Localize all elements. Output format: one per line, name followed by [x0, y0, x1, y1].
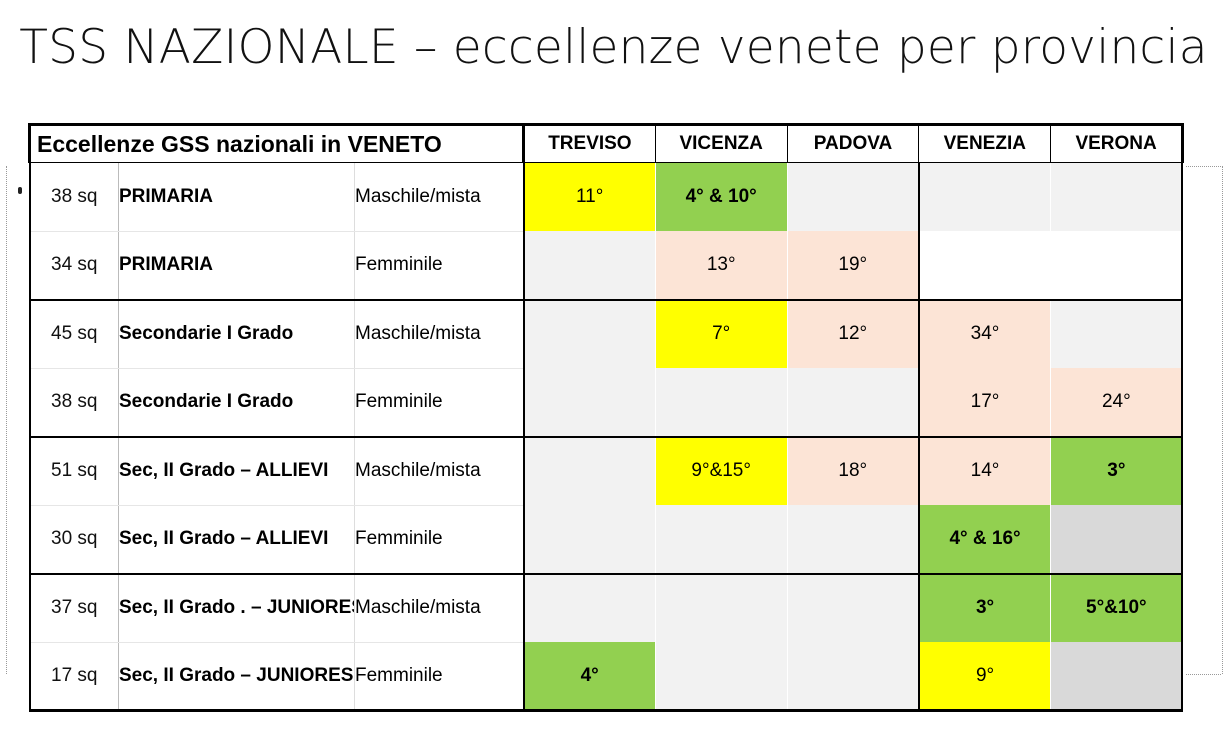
ranking-cell-verona [1050, 505, 1184, 575]
category-cell: Femminile [354, 642, 525, 712]
ranking-cell-treviso [522, 299, 656, 368]
results-table: Eccellenze GSS nazionali in VENETO TREVI… [28, 123, 1184, 712]
school-level-cell: Secondarie I Grado [118, 368, 355, 438]
table-row: 37 sq Sec, II Grado . – JUNIORES Maschile/… [28, 573, 1184, 643]
ranking-cell-treviso: 11° [522, 162, 656, 231]
ranking-cell-padova [786, 505, 920, 575]
teams-count-cell: 37 sq [28, 573, 119, 643]
frame-divider [1186, 166, 1221, 167]
teams-count-cell: 30 sq [28, 505, 119, 575]
ranking-cell-treviso [522, 573, 656, 642]
category-cell: Maschile/mista [354, 573, 525, 643]
table-header-row: Eccellenze GSS nazionali in VENETO TREVI… [28, 123, 1184, 163]
category-cell: Maschile/mista [354, 436, 525, 506]
ranking-cell-venezia: 4° & 16° [917, 505, 1052, 575]
category-cell: Maschile/mista [354, 299, 525, 369]
table-row: 30 sq Sec, II Grado – ALLIEVI Femminile 4° … [28, 505, 1184, 575]
school-level-cell: PRIMARIA [118, 231, 355, 301]
school-level-cell: PRIMARIA [118, 162, 355, 232]
teams-count-cell: 17 sq [28, 642, 119, 712]
ranking-cell-vicenza [654, 642, 788, 712]
frame-divider [1186, 674, 1221, 675]
ranking-cell-padova: 19° [786, 231, 920, 301]
teams-count-cell: 38 sq [28, 162, 119, 232]
ranking-cell-verona: 5°&10° [1050, 573, 1184, 642]
column-header-padova: PADOVA [786, 123, 919, 163]
column-header-venezia: VENEZIA [918, 123, 1051, 163]
table-row: 38 sq PRIMARIA Maschile/mista 11° 4° & 10° [28, 162, 1184, 232]
ranking-cell-treviso [522, 436, 656, 505]
table-row: 45 sq Secondarie I Grado Maschile/mista 7° 1… [28, 299, 1184, 369]
ranking-cell-venezia: 34° [917, 299, 1052, 368]
ranking-cell-verona [1050, 162, 1184, 231]
ranking-cell-venezia: 3° [917, 573, 1052, 642]
category-cell: Femminile [354, 505, 525, 575]
school-level-cell: Sec, II Grado – ALLIEVI [118, 505, 355, 575]
ranking-cell-verona [1050, 299, 1184, 368]
ranking-cell-vicenza: 13° [654, 231, 788, 301]
category-cell: Maschile/mista [354, 162, 525, 232]
ranking-cell-padova [786, 642, 920, 712]
table-heading: Eccellenze GSS nazionali in VENETO [28, 123, 525, 163]
ranking-cell-verona: 3° [1050, 436, 1184, 505]
ranking-cell-treviso [522, 505, 656, 575]
ranking-cell-vicenza [654, 573, 788, 642]
column-header-treviso: TREVISO [523, 123, 656, 163]
ranking-cell-venezia [917, 231, 1052, 301]
ranking-cell-treviso: 4° [522, 642, 656, 712]
ranking-cell-venezia: 14° [917, 436, 1052, 505]
ranking-cell-padova [786, 573, 920, 642]
category-cell: Femminile [354, 368, 525, 438]
ranking-cell-vicenza [654, 505, 788, 575]
teams-count-cell: 38 sq [28, 368, 119, 438]
ranking-cell-padova: 12° [786, 299, 920, 368]
ranking-cell-padova [786, 368, 920, 438]
school-level-cell: Sec, II Grado – ALLIEVI [118, 436, 355, 506]
column-header-vicenza: VICENZA [654, 123, 788, 163]
ranking-cell-vicenza: 9°&15° [654, 436, 788, 505]
bullet-mark [18, 187, 22, 194]
ranking-cell-venezia: 17° [917, 368, 1052, 438]
ranking-cell-padova [786, 162, 920, 231]
ranking-cell-verona: 24° [1050, 368, 1184, 438]
ranking-cell-vicenza: 4° & 10° [654, 162, 788, 231]
school-level-cell: Sec, II Grado – JUNIORES [118, 642, 355, 712]
ranking-cell-padova: 18° [786, 436, 920, 505]
column-header-verona: VERONA [1050, 123, 1184, 163]
table-row: 51 sq Sec, II Grado – ALLIEVI Maschile/mis… [28, 436, 1184, 506]
ranking-cell-verona [1050, 231, 1184, 301]
ranking-cell-venezia: 9° [917, 642, 1052, 712]
school-level-cell: Secondarie I Grado [118, 299, 355, 369]
ranking-cell-treviso [522, 231, 656, 301]
teams-count-cell: 45 sq [28, 299, 119, 369]
ranking-cell-venezia [917, 162, 1052, 231]
school-level-cell: Sec, II Grado . – JUNIORES [118, 573, 355, 643]
table-row: 38 sq Secondarie I Grado Femminile 17° 24° [28, 368, 1184, 438]
slide-title: TSS NAZIONALE – eccellenze venete per pr… [19, 20, 1208, 75]
category-cell: Femminile [354, 231, 525, 301]
ranking-cell-verona [1050, 642, 1184, 712]
ranking-cell-vicenza [654, 368, 788, 438]
teams-count-cell: 34 sq [28, 231, 119, 301]
ranking-cell-vicenza: 7° [654, 299, 788, 368]
table-row: 34 sq PRIMARIA Femminile 13° 19° [28, 231, 1184, 301]
ranking-cell-treviso [522, 368, 656, 438]
teams-count-cell: 51 sq [28, 436, 119, 506]
table-row: 17 sq Sec, II Grado – JUNIORES Femminile 4°… [28, 642, 1184, 712]
